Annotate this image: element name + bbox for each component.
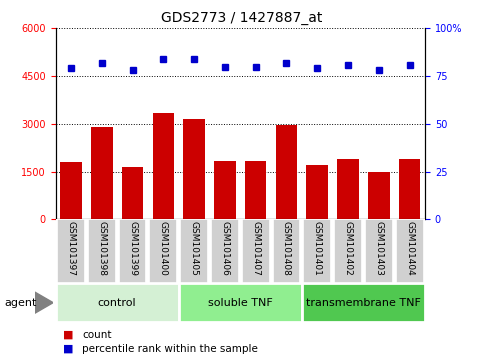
Text: ■: ■ <box>63 344 73 354</box>
Text: GSM101401: GSM101401 <box>313 221 322 276</box>
Text: GSM101405: GSM101405 <box>190 221 199 276</box>
FancyBboxPatch shape <box>149 219 177 283</box>
FancyBboxPatch shape <box>272 219 300 283</box>
Text: count: count <box>82 330 112 339</box>
Text: GSM101408: GSM101408 <box>282 221 291 276</box>
Text: GSM101407: GSM101407 <box>251 221 260 276</box>
Bar <box>276 126 297 219</box>
FancyBboxPatch shape <box>396 219 424 283</box>
FancyBboxPatch shape <box>180 219 208 283</box>
Bar <box>368 172 390 219</box>
Text: agent: agent <box>5 298 37 308</box>
Text: GSM101404: GSM101404 <box>405 221 414 276</box>
Bar <box>399 159 420 219</box>
FancyBboxPatch shape <box>242 219 270 283</box>
Text: percentile rank within the sample: percentile rank within the sample <box>82 344 258 354</box>
Bar <box>184 119 205 219</box>
FancyBboxPatch shape <box>303 219 331 283</box>
Text: soluble TNF: soluble TNF <box>208 298 273 308</box>
Text: GSM101402: GSM101402 <box>343 221 353 276</box>
Text: transmembrane TNF: transmembrane TNF <box>306 298 421 308</box>
FancyBboxPatch shape <box>56 283 179 322</box>
Text: ■: ■ <box>63 330 73 339</box>
FancyBboxPatch shape <box>211 219 239 283</box>
Text: control: control <box>98 298 136 308</box>
FancyBboxPatch shape <box>57 219 85 283</box>
Text: GSM101403: GSM101403 <box>374 221 384 276</box>
Text: GSM101398: GSM101398 <box>97 221 106 276</box>
FancyBboxPatch shape <box>179 283 302 322</box>
Bar <box>60 162 82 219</box>
Polygon shape <box>35 292 53 313</box>
Bar <box>153 113 174 219</box>
FancyBboxPatch shape <box>365 219 393 283</box>
Text: GSM101397: GSM101397 <box>67 221 75 276</box>
Bar <box>122 167 143 219</box>
FancyBboxPatch shape <box>88 219 115 283</box>
Text: GDS2773 / 1427887_at: GDS2773 / 1427887_at <box>161 11 322 25</box>
Bar <box>214 161 236 219</box>
Text: GSM101406: GSM101406 <box>220 221 229 276</box>
FancyBboxPatch shape <box>119 219 146 283</box>
Bar <box>91 127 113 219</box>
Text: GSM101399: GSM101399 <box>128 221 137 276</box>
FancyBboxPatch shape <box>334 219 362 283</box>
Bar <box>337 159 359 219</box>
FancyBboxPatch shape <box>302 283 425 322</box>
Bar <box>245 161 267 219</box>
Text: GSM101400: GSM101400 <box>159 221 168 276</box>
Bar <box>307 165 328 219</box>
